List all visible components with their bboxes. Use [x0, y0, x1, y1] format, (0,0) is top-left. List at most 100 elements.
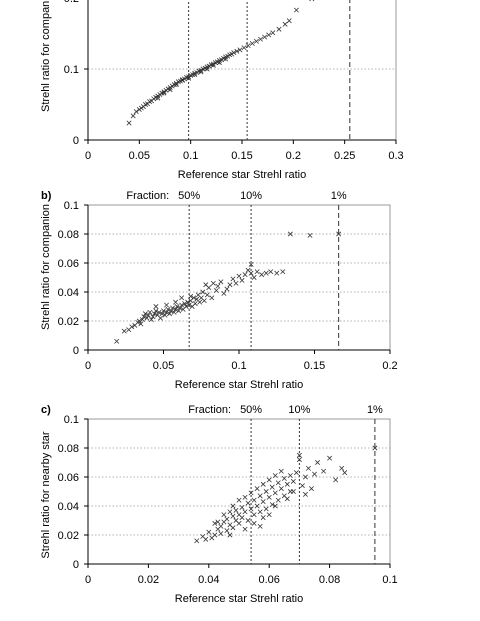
threshold-label: 10%	[288, 404, 310, 416]
data-point	[245, 518, 251, 523]
threshold-label: 50%	[178, 190, 200, 202]
x-tick-label: 0.05	[129, 150, 150, 162]
x-tick-label: 0.3	[388, 150, 403, 162]
data-point	[179, 302, 185, 308]
data-point	[173, 306, 179, 312]
data-point	[168, 308, 174, 314]
data-point	[221, 290, 227, 296]
data-point	[192, 72, 198, 78]
x-tick-label: 0.02	[138, 574, 159, 586]
data-point	[270, 30, 276, 36]
data-point	[121, 328, 127, 334]
data-point	[183, 304, 189, 309]
data-point	[221, 512, 227, 518]
data-point	[257, 509, 263, 515]
data-point	[236, 273, 242, 279]
data-point	[179, 77, 185, 83]
data-point	[276, 26, 282, 32]
data-point	[227, 282, 233, 288]
data-point	[260, 515, 266, 521]
data-point	[263, 270, 269, 276]
data-point	[321, 468, 327, 474]
data-point	[167, 311, 173, 317]
data-point	[296, 457, 302, 463]
data-point	[153, 308, 159, 314]
data-point	[170, 305, 176, 311]
y-tick-label: 0.04	[58, 287, 79, 299]
data-point	[248, 270, 254, 276]
data-point	[230, 503, 236, 509]
data-point	[182, 301, 188, 307]
data-point	[253, 38, 259, 44]
data-point	[227, 509, 233, 515]
data-point	[234, 48, 240, 54]
x-tick-label: 0.1	[382, 574, 397, 586]
data-point	[209, 295, 215, 301]
x-tick-label: 0.15	[304, 360, 325, 372]
fraction-label: Fraction:	[188, 404, 231, 416]
data-point	[171, 309, 177, 315]
data-point	[302, 491, 308, 497]
data-point	[249, 40, 255, 46]
data-point	[333, 477, 339, 483]
data-point	[274, 270, 280, 276]
data-point	[144, 315, 150, 321]
data-point	[165, 306, 171, 312]
data-point	[263, 506, 269, 512]
data-point	[290, 478, 296, 484]
threshold-label: 50%	[240, 404, 262, 416]
data-point	[284, 481, 290, 487]
data-point	[272, 490, 278, 496]
data-point	[164, 302, 170, 308]
data-point	[203, 536, 209, 542]
x-tick-label: 0.2	[382, 360, 397, 372]
data-point	[204, 66, 210, 72]
data-point	[342, 470, 348, 476]
x-tick-label: 0.25	[334, 150, 355, 162]
data-point	[286, 18, 292, 24]
data-point	[307, 232, 313, 238]
data-point	[148, 317, 154, 323]
data-point	[242, 509, 248, 515]
data-point	[237, 47, 243, 53]
data-point	[177, 305, 183, 311]
data-point	[282, 21, 288, 27]
x-tick-label: 0.2	[286, 150, 301, 162]
data-point	[299, 483, 305, 489]
y-tick-label: 0.06	[58, 258, 79, 270]
data-point	[176, 308, 182, 314]
y-tick-label: 0.02	[58, 316, 79, 328]
data-point	[287, 231, 293, 237]
threshold-label: 10%	[240, 190, 262, 202]
data-point	[130, 113, 136, 119]
data-point	[269, 502, 275, 508]
data-point	[305, 465, 311, 471]
x-tick-label: 0	[85, 574, 91, 586]
data-point	[302, 474, 308, 480]
data-point	[269, 484, 275, 490]
data-point	[194, 538, 200, 544]
data-point	[272, 503, 278, 509]
data-point	[336, 231, 342, 237]
data-point	[159, 311, 165, 317]
data-point	[150, 314, 156, 320]
data-point	[230, 276, 236, 282]
data-point	[224, 286, 230, 292]
data-point	[230, 525, 236, 531]
data-point	[293, 470, 299, 476]
x-axis-label: Reference star Strehl ratio	[178, 169, 306, 181]
y-tick-label: 0.1	[64, 200, 79, 212]
data-point	[179, 295, 185, 301]
data-point	[257, 523, 263, 529]
data-point	[153, 304, 159, 309]
data-point	[275, 497, 281, 503]
data-point	[251, 275, 257, 280]
data-point	[284, 496, 290, 502]
data-point	[141, 314, 147, 320]
data-point	[188, 293, 194, 299]
data-point	[151, 311, 157, 317]
x-tick-label: 0.08	[319, 574, 340, 586]
y-tick-label: 0.08	[58, 443, 79, 455]
y-tick-label: 0.06	[58, 472, 79, 484]
data-point	[272, 473, 278, 479]
